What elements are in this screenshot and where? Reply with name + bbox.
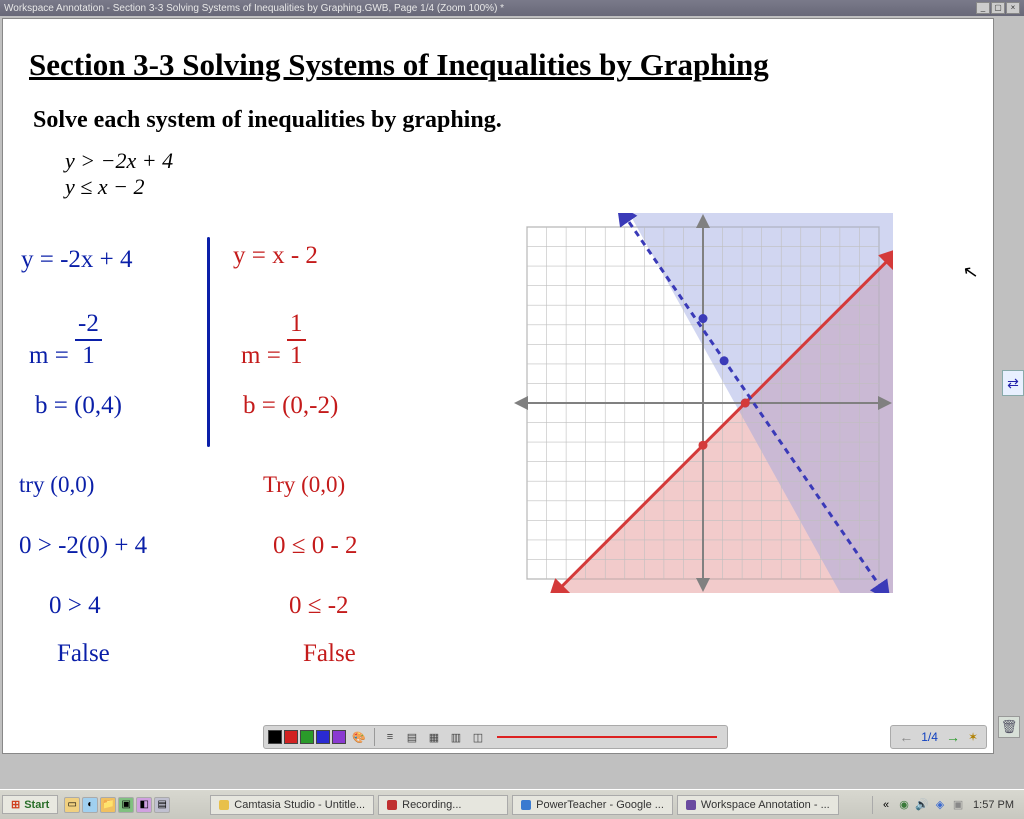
- tray-chevron-icon[interactable]: «: [879, 798, 893, 812]
- tray-network-icon[interactable]: ◉: [897, 798, 911, 812]
- taskbar-item-label: Recording...: [402, 799, 461, 811]
- lines-icon[interactable]: ≡: [381, 729, 399, 745]
- handwritten-slope-red: m = 11: [241, 309, 306, 371]
- windows-taskbar: ⊞ Start ▭ ◐ 📁 ▣ ◧ ▤ Camtasia Studio - Un…: [0, 789, 1024, 819]
- test-point-red-4: False: [303, 639, 356, 669]
- ql-doc-icon[interactable]: ▤: [154, 797, 170, 813]
- color-swatch-0[interactable]: [268, 730, 282, 744]
- tray-shield-icon[interactable]: ◈: [933, 798, 947, 812]
- split-icon[interactable]: ◫: [469, 729, 487, 745]
- test-point-blue-1: try (0,0): [19, 471, 94, 499]
- page-title: Section 3-3 Solving Systems of Inequalit…: [29, 47, 993, 83]
- page-navigator: ← 1/4 → ✶: [890, 725, 987, 749]
- workspace-canvas: Section 3-3 Solving Systems of Inequalit…: [2, 18, 994, 754]
- start-button[interactable]: ⊞ Start: [2, 795, 58, 814]
- handwritten-intercept-blue: b = (0,4): [35, 391, 122, 421]
- taskbar-item-icon: [521, 800, 531, 810]
- palette-icon[interactable]: 🎨: [350, 729, 368, 745]
- taskbar-clock[interactable]: 1:57 PM: [973, 799, 1014, 811]
- start-label: Start: [24, 799, 49, 811]
- layout-icon[interactable]: ▥: [447, 729, 465, 745]
- quick-launch: ▭ ◐ 📁 ▣ ◧ ▤: [64, 797, 170, 813]
- taskbar-item-3[interactable]: Workspace Annotation - ...: [677, 795, 839, 815]
- handwritten-slope-blue: m = -21: [29, 309, 102, 371]
- handwritten-intercept-red: b = (0,-2): [243, 391, 338, 421]
- handwritten-divider: [207, 237, 210, 447]
- toolbar-separator: [374, 728, 375, 746]
- test-point-red-2: 0 ≤ 0 - 2: [273, 531, 358, 561]
- trash-button[interactable]: 🗑: [998, 716, 1020, 738]
- app-title: Workspace Annotation - Section 3-3 Solvi…: [4, 3, 504, 14]
- annotation-toolbar: 🎨 ≡ ▤ ▦ ▥ ◫: [263, 725, 728, 749]
- taskbar-item-icon: [686, 800, 696, 810]
- test-point-red-1: Try (0,0): [263, 471, 345, 499]
- tray-app-icon[interactable]: ▣: [951, 798, 965, 812]
- taskbar-items: Camtasia Studio - Untitle... Recording...…: [210, 795, 838, 815]
- page-subheading: Solve each system of inequalities by gra…: [33, 107, 993, 134]
- taskbar-item-icon: [219, 800, 229, 810]
- inequality-1: y > −2x + 4: [65, 148, 993, 174]
- color-swatch-4[interactable]: [332, 730, 346, 744]
- test-point-blue-3: 0 > 4: [49, 591, 101, 621]
- color-swatch-2[interactable]: [300, 730, 314, 744]
- taskbar-item-1[interactable]: Recording...: [378, 795, 508, 815]
- tray-volume-icon[interactable]: 🔊: [915, 798, 929, 812]
- next-page-button[interactable]: →: [946, 729, 960, 745]
- ql-app-icon[interactable]: ◧: [136, 797, 152, 813]
- taskbar-item-2[interactable]: PowerTeacher - Google ...: [512, 795, 673, 815]
- system-tray: « ◉ 🔊 ◈ ▣ 1:57 PM: [872, 796, 1020, 814]
- printed-inequalities: y > −2x + 4 y ≤ x − 2: [65, 148, 993, 201]
- taskbar-item-label: Camtasia Studio - Untitle...: [234, 799, 365, 811]
- ql-folder-icon[interactable]: 📁: [100, 797, 116, 813]
- test-point-red-3: 0 ≤ -2: [289, 591, 349, 621]
- test-point-blue-2: 0 > -2(0) + 4: [19, 531, 147, 561]
- minimize-button[interactable]: _: [976, 2, 990, 14]
- color-swatch-1[interactable]: [284, 730, 298, 744]
- close-button[interactable]: ×: [1006, 2, 1020, 14]
- color-swatch-3[interactable]: [316, 730, 330, 744]
- maximize-button[interactable]: ▢: [991, 2, 1005, 14]
- taskbar-item-0[interactable]: Camtasia Studio - Untitle...: [210, 795, 374, 815]
- taskbar-item-label: Workspace Annotation - ...: [701, 799, 830, 811]
- prev-page-button[interactable]: ←: [899, 729, 913, 745]
- window-controls: _ ▢ ×: [976, 2, 1020, 14]
- new-page-icon[interactable]: ✶: [968, 730, 978, 744]
- inequality-2: y ≤ x − 2: [65, 174, 993, 200]
- handwritten-eq-blue-1: y = -2x + 4: [21, 245, 133, 275]
- handwritten-eq-red-1: y = x - 2: [233, 241, 318, 271]
- taskbar-item-icon: [387, 800, 397, 810]
- grid-icon[interactable]: ▦: [425, 729, 443, 745]
- app-titlebar: Workspace Annotation - Section 3-3 Solvi…: [0, 0, 1024, 16]
- timeline-slider[interactable]: [497, 736, 717, 738]
- inequality-graph: [513, 213, 893, 593]
- page-icon[interactable]: ▤: [403, 729, 421, 745]
- side-panel-toggle[interactable]: ⇄: [1002, 370, 1024, 396]
- page-indicator: 1/4: [921, 730, 938, 744]
- windows-logo-icon: ⊞: [11, 798, 20, 811]
- ql-desktop-icon[interactable]: ▭: [64, 797, 80, 813]
- taskbar-item-label: PowerTeacher - Google ...: [536, 799, 664, 811]
- test-point-blue-4: False: [57, 639, 110, 669]
- ql-media-icon[interactable]: ▣: [118, 797, 134, 813]
- ql-browser-icon[interactable]: ◐: [82, 797, 98, 813]
